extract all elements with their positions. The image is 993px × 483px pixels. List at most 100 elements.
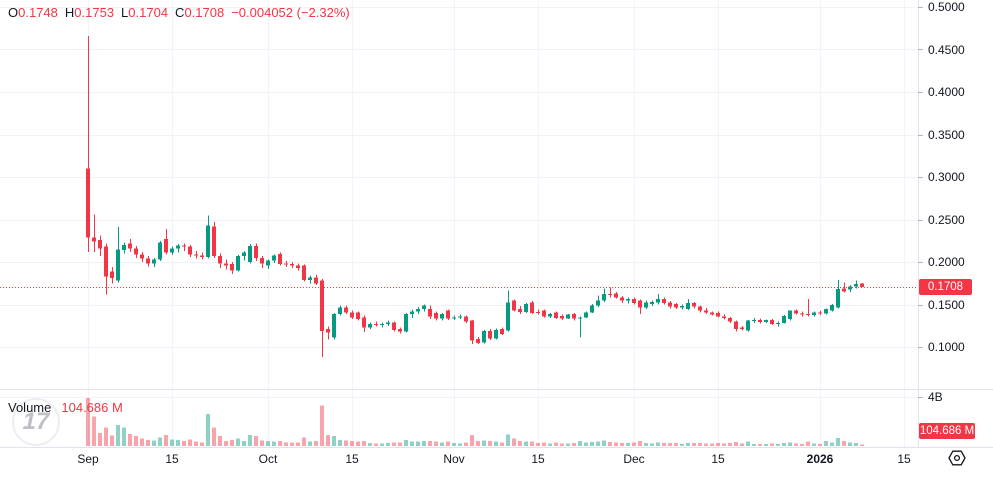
volume-bar: [337, 439, 343, 446]
volume-bar: [145, 439, 151, 446]
candle-body: [601, 294, 607, 301]
volume-bar: [397, 442, 403, 446]
symbol-watermark-text: 17: [22, 408, 50, 435]
candle-body: [235, 256, 241, 271]
hexagon-logo-icon[interactable]: [948, 449, 966, 467]
volume-label: Volume: [8, 400, 52, 415]
volume-bar: [751, 443, 757, 446]
candle-body: [109, 271, 115, 279]
candle-body: [787, 310, 793, 319]
time-axis[interactable]: Sep 15 Oct 15 Nov 15 Dec 15 2026 15: [0, 447, 993, 483]
volume-bar: [481, 440, 487, 446]
candle-body: [667, 302, 673, 307]
volume-bar: [265, 441, 271, 446]
volume-bar: [781, 442, 787, 446]
price-axis[interactable]: 0.5000 0.4500 0.4000 0.3500 0.3000 0.2500 0.20…: [918, 0, 993, 447]
candle-body: [547, 313, 553, 317]
volume-bar: [259, 440, 265, 446]
volume-bar: [373, 443, 379, 446]
time-axis-label: Sep: [77, 452, 99, 466]
volume-bar: [745, 441, 751, 446]
volume-bar: [103, 427, 109, 446]
volume-bar: [385, 442, 391, 446]
volume-bar: [541, 442, 547, 446]
candle-body: [205, 225, 211, 257]
volume-bar: [379, 443, 385, 446]
volume-bar: [841, 441, 847, 446]
candle-body: [259, 258, 265, 264]
time-axis-label: Oct: [258, 452, 278, 466]
candle-body: [451, 317, 457, 319]
volume-value: 104.686 M: [61, 400, 123, 415]
candle-body: [223, 263, 229, 266]
time-axis-label: 15: [531, 452, 545, 466]
volume-bar: [661, 443, 667, 446]
price-axis-label: 0.1500: [928, 297, 965, 312]
candles: [85, 35, 865, 358]
volume-bar: [595, 441, 601, 446]
candle-body: [583, 312, 589, 318]
volume-bar: [325, 434, 331, 446]
volume-bar: [313, 441, 319, 446]
volume-bar: [823, 440, 829, 446]
candle-body: [673, 303, 679, 308]
candle-body: [85, 168, 91, 238]
volume-legend: Volume 104.686 M: [8, 400, 123, 415]
high-label: H: [64, 5, 75, 20]
price-axis-label: 0.3000: [928, 170, 965, 184]
price-axis-label: 0.5000: [928, 0, 965, 14]
volume-bar: [625, 443, 631, 446]
low-label: L: [121, 5, 129, 20]
candle-body: [847, 286, 853, 290]
candle-body: [721, 316, 727, 319]
volume-bar: [811, 443, 817, 446]
volume-bar: [175, 440, 181, 446]
candle-body: [277, 254, 283, 265]
change-value: −0.004052 (−2.32%): [231, 5, 350, 20]
volume-bar: [247, 434, 253, 446]
volume-bar: [685, 442, 691, 446]
candle-body: [121, 245, 127, 251]
candle-body: [859, 283, 865, 287]
volume-bar: [199, 442, 205, 446]
volume-bar: [769, 443, 775, 446]
candle-body: [343, 307, 349, 313]
volume-bar: [85, 398, 91, 446]
volume-bar: [847, 442, 853, 446]
volume-bar: [121, 427, 127, 446]
volume-bar: [565, 443, 571, 446]
volume-bar: [367, 442, 373, 446]
volume-bar: [211, 427, 217, 446]
volume-bar: [703, 443, 709, 446]
volume-bar: [91, 416, 97, 446]
candle-body: [661, 298, 667, 303]
volume-bar: [331, 436, 337, 446]
volume-bar: [793, 443, 799, 446]
candle-body: [697, 306, 703, 311]
volume-bar: [403, 439, 409, 446]
volume-bar: [241, 441, 247, 446]
volume-bar: [859, 444, 865, 446]
volume-bar: [559, 443, 565, 446]
candle-body: [175, 245, 181, 249]
candle-body: [427, 309, 433, 317]
candle-body: [289, 264, 295, 266]
volume-bar: [547, 443, 553, 446]
candle-body: [835, 289, 841, 308]
candle-body: [475, 339, 481, 343]
volume-bar: [817, 443, 823, 446]
candle-body: [421, 305, 427, 310]
volume-bar: [433, 441, 439, 446]
volume-bar: [583, 442, 589, 446]
volume-bar: [721, 443, 727, 446]
close-value: 0.1708: [184, 5, 225, 20]
candle-body: [193, 254, 199, 256]
volume-bar: [529, 441, 535, 446]
volume-bar: [727, 442, 733, 446]
candle-body: [151, 259, 157, 264]
candle-body: [199, 255, 205, 257]
candle-body: [415, 309, 421, 312]
candle-body: [595, 300, 601, 306]
